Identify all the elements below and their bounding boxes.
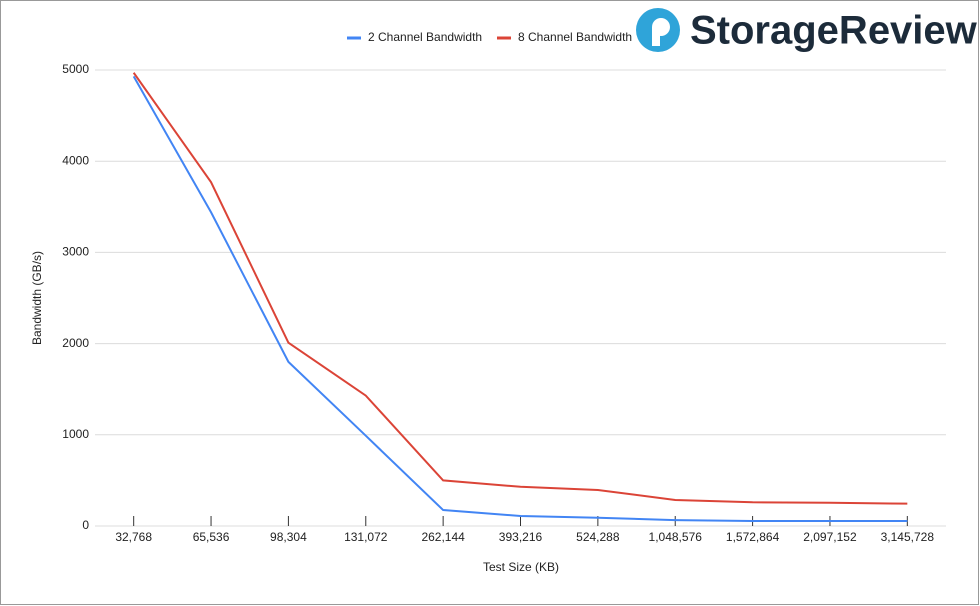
y-tick-label: 4000 bbox=[62, 153, 89, 167]
x-tick-label: 1,572,864 bbox=[726, 530, 780, 544]
logo-icon-stem bbox=[652, 27, 660, 46]
x-tick-label: 65,536 bbox=[193, 530, 230, 544]
y-tick-label: 1000 bbox=[62, 427, 89, 441]
series-line bbox=[132, 75, 908, 522]
x-tick-label: 1,048,576 bbox=[649, 530, 703, 544]
legend-label: 8 Channel Bandwidth bbox=[518, 30, 632, 44]
y-tick-label: 0 bbox=[82, 518, 89, 532]
x-tick-label: 131,072 bbox=[344, 530, 388, 544]
x-tick-label: 2,097,152 bbox=[803, 530, 857, 544]
y-tick-label: 5000 bbox=[62, 62, 89, 76]
x-tick-label: 393,216 bbox=[499, 530, 543, 544]
x-tick-label: 32,768 bbox=[115, 530, 152, 544]
logo-text: StorageReview bbox=[690, 9, 978, 53]
x-tick-label: 524,288 bbox=[576, 530, 620, 544]
y-tick-label: 3000 bbox=[62, 245, 89, 259]
x-tick-label: 262,144 bbox=[421, 530, 465, 544]
legend-label: 2 Channel Bandwidth bbox=[368, 30, 482, 44]
y-tick-label: 2000 bbox=[62, 336, 89, 350]
x-axis-label: Test Size (KB) bbox=[483, 560, 559, 574]
y-axis-label: Bandwidth (GB/s) bbox=[30, 251, 44, 345]
x-tick-label: 98,304 bbox=[270, 530, 307, 544]
series-line bbox=[132, 72, 908, 505]
x-tick-label: 3,145,728 bbox=[881, 530, 935, 544]
